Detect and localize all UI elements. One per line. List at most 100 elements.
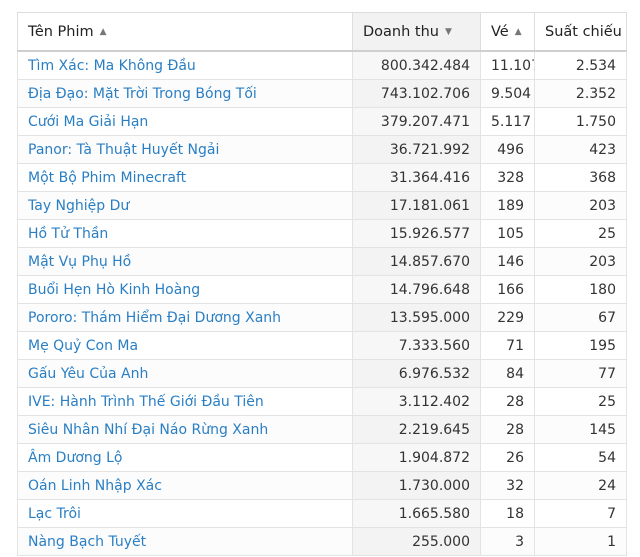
revenue-cell: 36.721.992 <box>352 135 481 164</box>
showings-cell: 180 <box>534 275 627 304</box>
revenue-cell: 1.904.872 <box>352 443 481 472</box>
column-header-label: Doanh thu <box>363 23 439 40</box>
tickets-cell: 28 <box>480 387 535 416</box>
revenue-cell: 7.333.560 <box>352 331 481 360</box>
table-row: Lạc Trôi 1.665.580 18 7 <box>17 499 627 528</box>
showings-cell: 54 <box>534 443 627 472</box>
tickets-cell: 3 <box>480 527 535 556</box>
table-row: Âm Dương Lộ 1.904.872 26 54 <box>17 443 627 472</box>
tickets-cell: 84 <box>480 359 535 388</box>
table-row: Một Bộ Phim Minecraft 31.364.416 328 368 <box>17 163 627 192</box>
column-header-revenue[interactable]: Doanh thu ▼ <box>352 12 481 52</box>
sort-ascending-icon: ▲ <box>99 26 107 37</box>
revenue-cell: 13.595.000 <box>352 303 481 332</box>
box-office-table: Tên Phim ▲ Doanh thu ▼ Vé ▲ Suất chiếu▲ Tìm… <box>17 12 627 556</box>
movie-title-link[interactable]: Mật Vụ Phụ Hồ <box>17 247 353 276</box>
tickets-cell: 166 <box>480 275 535 304</box>
revenue-cell: 15.926.577 <box>352 219 481 248</box>
showings-cell: 2.352 <box>534 79 627 108</box>
movie-title-link[interactable]: Một Bộ Phim Minecraft <box>17 163 353 192</box>
tickets-cell: 189 <box>480 191 535 220</box>
tickets-cell: 328 <box>480 163 535 192</box>
showings-cell: 7 <box>534 499 627 528</box>
revenue-cell: 379.207.471 <box>352 107 481 136</box>
tickets-cell: 229 <box>480 303 535 332</box>
movie-title-link[interactable]: Gấu Yêu Của Anh <box>17 359 353 388</box>
table-body: Tìm Xác: Ma Không Đầu800.342.48411.1072.… <box>17 50 627 556</box>
tickets-cell: 71 <box>480 331 535 360</box>
showings-cell: 203 <box>534 191 627 220</box>
showings-cell: 1 <box>534 527 627 556</box>
revenue-cell: 6.976.532 <box>352 359 481 388</box>
showings-cell: 67 <box>534 303 627 332</box>
movie-title-link[interactable]: Buổi Hẹn Hò Kinh Hoàng <box>17 275 353 304</box>
revenue-cell: 17.181.061 <box>352 191 481 220</box>
showings-cell: 145 <box>534 415 627 444</box>
table-row: Mật Vụ Phụ Hồ 14.857.670 146 203 <box>17 247 627 276</box>
table-row: Nàng Bạch Tuyết 255.000 3 1 <box>17 527 627 556</box>
movie-title-link[interactable]: Pororo: Thám Hiểm Đại Dương Xanh <box>17 303 353 332</box>
showings-cell: 423 <box>534 135 627 164</box>
table-row: Cưới Ma Giải Hạn 379.207.471 5.117 1.750 <box>17 107 627 136</box>
tickets-cell: 28 <box>480 415 535 444</box>
column-header-label: Tên Phim <box>28 23 94 40</box>
movie-title-link[interactable]: Hồ Tử Thần <box>17 219 353 248</box>
showings-cell: 368 <box>534 163 627 192</box>
tickets-cell: 26 <box>480 443 535 472</box>
tickets-cell: 146 <box>480 247 535 276</box>
column-header-showings[interactable]: Suất chiếu▲ <box>534 12 627 52</box>
table-row: Tìm Xác: Ma Không Đầu800.342.48411.1072.… <box>17 50 627 80</box>
movie-title-link[interactable]: Siêu Nhân Nhí Đại Náo Rừng Xanh <box>17 415 353 444</box>
table-header: Tên Phim ▲ Doanh thu ▼ Vé ▲ Suất chiếu▲ <box>17 12 627 52</box>
revenue-cell: 14.857.670 <box>352 247 481 276</box>
column-header-title[interactable]: Tên Phim ▲ <box>17 12 353 52</box>
table-row: Hồ Tử Thần 15.926.577 105 25 <box>17 219 627 248</box>
column-header-label: Vé <box>491 23 509 40</box>
showings-cell: 203 <box>534 247 627 276</box>
movie-title-link[interactable]: IVE: Hành Trình Thế Giới Đầu Tiên <box>17 387 353 416</box>
movie-title-link[interactable]: Tìm Xác: Ma Không Đầu <box>17 50 353 80</box>
revenue-cell: 14.796.648 <box>352 275 481 304</box>
sort-ascending-icon: ▲ <box>514 26 522 37</box>
revenue-cell: 800.342.484 <box>352 50 481 80</box>
movie-title-link[interactable]: Oán Linh Nhập Xác <box>17 471 353 500</box>
revenue-cell: 743.102.706 <box>352 79 481 108</box>
tickets-cell: 32 <box>480 471 535 500</box>
column-header-tickets[interactable]: Vé ▲ <box>480 12 535 52</box>
showings-cell: 25 <box>534 219 627 248</box>
table-row: Oán Linh Nhập Xác 1.730.000 32 24 <box>17 471 627 500</box>
table-row: Siêu Nhân Nhí Đại Náo Rừng Xanh 2.219.645… <box>17 415 627 444</box>
table-row: Địa Đạo: Mặt Trời Trong Bóng Tối 743.102.… <box>17 79 627 108</box>
table-row: Pororo: Thám Hiểm Đại Dương Xanh 13.595.0… <box>17 303 627 332</box>
table-row: IVE: Hành Trình Thế Giới Đầu Tiên 3.112.4… <box>17 387 627 416</box>
tickets-cell: 11.107 <box>480 50 535 80</box>
movie-title-link[interactable]: Địa Đạo: Mặt Trời Trong Bóng Tối <box>17 79 353 108</box>
tickets-cell: 496 <box>480 135 535 164</box>
table-row: Buổi Hẹn Hò Kinh Hoàng 14.796.648 166 180 <box>17 275 627 304</box>
header-row: Tên Phim ▲ Doanh thu ▼ Vé ▲ Suất chiếu▲ <box>17 12 627 52</box>
revenue-cell: 31.364.416 <box>352 163 481 192</box>
movie-title-link[interactable]: Lạc Trôi <box>17 499 353 528</box>
tickets-cell: 9.504 <box>480 79 535 108</box>
table-row: Panor: Tà Thuật Huyết Ngải 36.721.992 496 4… <box>17 135 627 164</box>
sort-descending-icon: ▼ <box>444 26 452 37</box>
movie-title-link[interactable]: Panor: Tà Thuật Huyết Ngải <box>17 135 353 164</box>
movie-title-link[interactable]: Cưới Ma Giải Hạn <box>17 107 353 136</box>
revenue-cell: 255.000 <box>352 527 481 556</box>
table-row: Tay Nghiệp Dư 17.181.061 189 203 <box>17 191 627 220</box>
movie-title-link[interactable]: Âm Dương Lộ <box>17 443 353 472</box>
movie-title-link[interactable]: Nàng Bạch Tuyết <box>17 527 353 556</box>
showings-cell: 195 <box>534 331 627 360</box>
movie-title-link[interactable]: Tay Nghiệp Dư <box>17 191 353 220</box>
showings-cell: 25 <box>534 387 627 416</box>
revenue-cell: 1.730.000 <box>352 471 481 500</box>
revenue-cell: 1.665.580 <box>352 499 481 528</box>
tickets-cell: 5.117 <box>480 107 535 136</box>
tickets-cell: 105 <box>480 219 535 248</box>
revenue-cell: 3.112.402 <box>352 387 481 416</box>
movie-title-link[interactable]: Mẹ Quỷ Con Ma <box>17 331 353 360</box>
showings-cell: 77 <box>534 359 627 388</box>
table-row: Gấu Yêu Của Anh 6.976.532 84 77 <box>17 359 627 388</box>
revenue-cell: 2.219.645 <box>352 415 481 444</box>
